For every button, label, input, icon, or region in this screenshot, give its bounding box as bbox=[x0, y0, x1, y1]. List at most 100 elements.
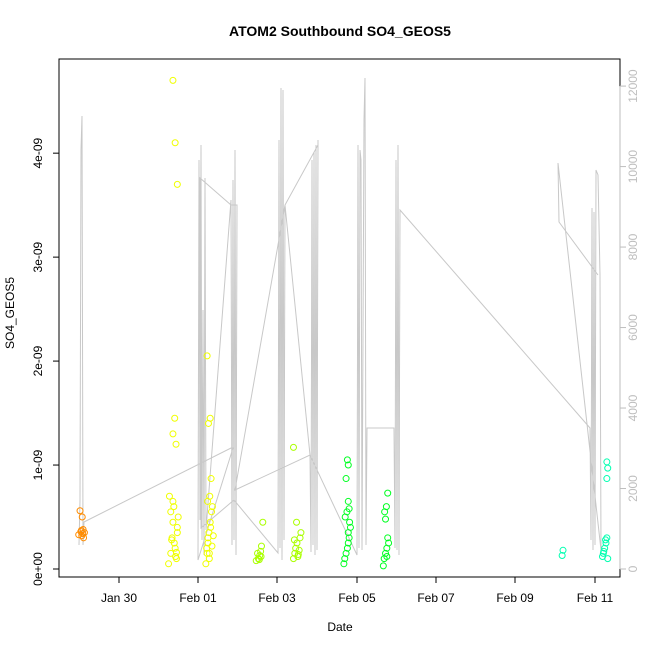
x-tick-label: Jan 30 bbox=[101, 591, 137, 605]
y2-tick-label: 6000 bbox=[626, 314, 640, 341]
data-point bbox=[203, 352, 211, 360]
data-point bbox=[344, 539, 352, 547]
data-point bbox=[603, 475, 611, 483]
data-point bbox=[169, 76, 177, 84]
x-tick-label: Feb 01 bbox=[179, 591, 217, 605]
data-point bbox=[297, 529, 305, 537]
data-point bbox=[170, 503, 178, 511]
y-tick-label: 4e-09 bbox=[31, 138, 45, 169]
y-axis-label: SO4_GEOS5 bbox=[3, 277, 17, 349]
data-point bbox=[603, 458, 611, 466]
data-point bbox=[601, 544, 609, 552]
y-tick-label: 3e-09 bbox=[31, 241, 45, 272]
data-point bbox=[345, 505, 353, 513]
data-point bbox=[76, 507, 84, 515]
chart-title: ATOM2 Southbound SO4_GEOS5 bbox=[229, 23, 451, 39]
data-point bbox=[295, 546, 303, 554]
data-point bbox=[256, 551, 264, 559]
x-tick-label: Feb 07 bbox=[417, 591, 455, 605]
data-point bbox=[169, 497, 177, 505]
data-point bbox=[292, 544, 300, 552]
y-tick-label: 1e-09 bbox=[31, 449, 45, 480]
data-point bbox=[207, 523, 215, 531]
data-point bbox=[167, 508, 175, 516]
data-point bbox=[293, 518, 301, 526]
data-point bbox=[382, 515, 390, 523]
data-point bbox=[344, 497, 352, 505]
y-tick-label: 0e+00 bbox=[31, 552, 45, 586]
data-point bbox=[79, 525, 87, 533]
data-point bbox=[173, 180, 181, 188]
y2-tick-label: 12000 bbox=[626, 69, 640, 103]
data-point bbox=[206, 414, 214, 422]
data-point bbox=[208, 508, 216, 516]
data-point bbox=[171, 414, 179, 422]
data-point bbox=[169, 430, 177, 438]
data-point bbox=[171, 139, 179, 147]
y2-tick-label: 10000 bbox=[626, 150, 640, 184]
data-point bbox=[290, 536, 298, 544]
data-point bbox=[207, 475, 215, 483]
data-point bbox=[559, 546, 567, 554]
data-point bbox=[602, 539, 610, 547]
data-point bbox=[346, 518, 354, 526]
secondary-y-axis: 0 2000 4000 6000 8000 10000 12000 bbox=[619, 69, 640, 572]
data-point bbox=[600, 547, 608, 555]
data-point bbox=[78, 513, 86, 521]
data-point bbox=[340, 560, 348, 568]
data-point bbox=[343, 544, 351, 552]
data-point bbox=[168, 536, 176, 544]
x-tick-label: Feb 03 bbox=[258, 591, 296, 605]
data-point bbox=[77, 527, 85, 535]
data-point bbox=[79, 530, 87, 538]
data-point bbox=[385, 539, 393, 547]
x-tick-label: Feb 09 bbox=[496, 591, 534, 605]
data-point bbox=[169, 518, 177, 526]
data-point bbox=[172, 548, 180, 556]
data-point bbox=[342, 549, 350, 557]
data-point bbox=[206, 492, 214, 500]
data-point bbox=[382, 549, 390, 557]
data-point bbox=[202, 560, 210, 568]
altitude-trace bbox=[78, 77, 602, 561]
data-point bbox=[165, 492, 173, 500]
data-point bbox=[384, 489, 392, 497]
data-point bbox=[341, 555, 349, 563]
data-point bbox=[209, 532, 217, 540]
data-point bbox=[171, 544, 179, 552]
data-points bbox=[75, 76, 612, 570]
data-point bbox=[174, 513, 182, 521]
data-point bbox=[343, 456, 351, 464]
data-point bbox=[259, 518, 267, 526]
y-axis: 0e+00 1e-09 2e-09 3e-09 4e-09 bbox=[31, 138, 60, 586]
y2-tick-label: 0 bbox=[626, 565, 640, 572]
data-point bbox=[165, 560, 173, 568]
data-point bbox=[205, 549, 213, 557]
data-point bbox=[289, 443, 297, 451]
data-point bbox=[205, 555, 213, 563]
data-point bbox=[345, 534, 353, 542]
data-point bbox=[252, 557, 260, 565]
data-point bbox=[294, 550, 302, 558]
data-point bbox=[558, 551, 566, 559]
data-point bbox=[382, 503, 390, 511]
data-point bbox=[206, 518, 214, 526]
data-point bbox=[604, 464, 612, 472]
data-point bbox=[172, 553, 180, 561]
x-tick-label: Feb 05 bbox=[338, 591, 376, 605]
data-point bbox=[208, 503, 216, 511]
data-point bbox=[384, 534, 392, 542]
data-point bbox=[257, 553, 265, 561]
x-axis-label: Date bbox=[327, 620, 353, 634]
data-point bbox=[208, 542, 216, 550]
data-point bbox=[80, 534, 88, 542]
data-point bbox=[344, 461, 352, 469]
data-point bbox=[342, 475, 350, 483]
data-point bbox=[289, 555, 297, 563]
altitude-line bbox=[78, 77, 602, 561]
y2-tick-label: 2000 bbox=[626, 475, 640, 502]
data-point bbox=[173, 529, 181, 537]
y2-tick-label: 4000 bbox=[626, 394, 640, 421]
data-point bbox=[257, 542, 265, 550]
